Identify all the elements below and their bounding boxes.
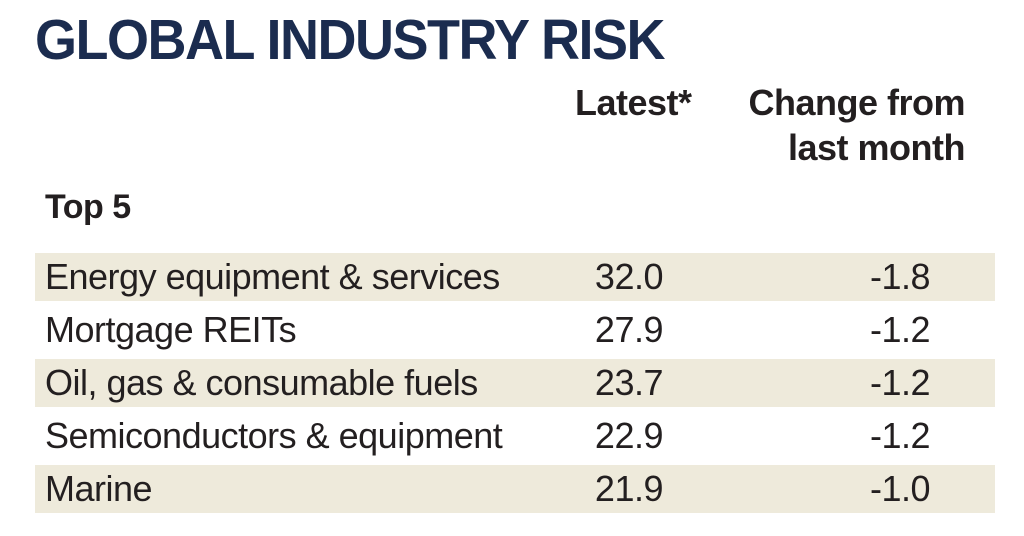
latest-value: 27.9 [594, 309, 664, 350]
change-value: -1.0 [869, 468, 931, 509]
change-value: -1.2 [869, 309, 931, 350]
latest-column-header: Latest* [575, 82, 692, 123]
change-value: -1.2 [869, 415, 931, 456]
latest-value: 22.9 [594, 415, 664, 456]
table-row: Marine 21.9 -1.0 [35, 465, 995, 513]
section-label-top5: Top 5 [45, 188, 131, 226]
risk-table: Energy equipment & services 32.0 -1.8 Mortg… [35, 253, 995, 513]
industry-name: Marine [45, 468, 153, 509]
change-value: -1.2 [869, 362, 931, 403]
change-value: -1.8 [869, 256, 931, 297]
global-industry-risk-panel: GLOBAL INDUSTRY RISK Latest* Change from… [35, 0, 995, 513]
table-row: Oil, gas & consumable fuels 23.7 -1.2 [35, 359, 995, 407]
industry-name: Mortgage REITs [45, 309, 297, 350]
table-row: Energy equipment & services 32.0 -1.8 [35, 253, 995, 301]
change-column-header: Change from last month [748, 82, 965, 168]
latest-value: 23.7 [594, 362, 664, 403]
industry-name: Energy equipment & services [45, 256, 500, 297]
latest-value: 21.9 [594, 468, 664, 509]
table-row: Semiconductors & equipment 22.9 -1.2 [35, 412, 995, 460]
industry-name: Oil, gas & consumable fuels [45, 362, 478, 403]
industry-name: Semiconductors & equipment [45, 415, 503, 456]
page-title: GLOBAL INDUSTRY RISK [35, 8, 666, 72]
column-header-row: Latest* Change from last month [35, 80, 995, 170]
table-row: Mortgage REITs 27.9 -1.2 [35, 306, 995, 354]
latest-value: 32.0 [594, 256, 664, 297]
